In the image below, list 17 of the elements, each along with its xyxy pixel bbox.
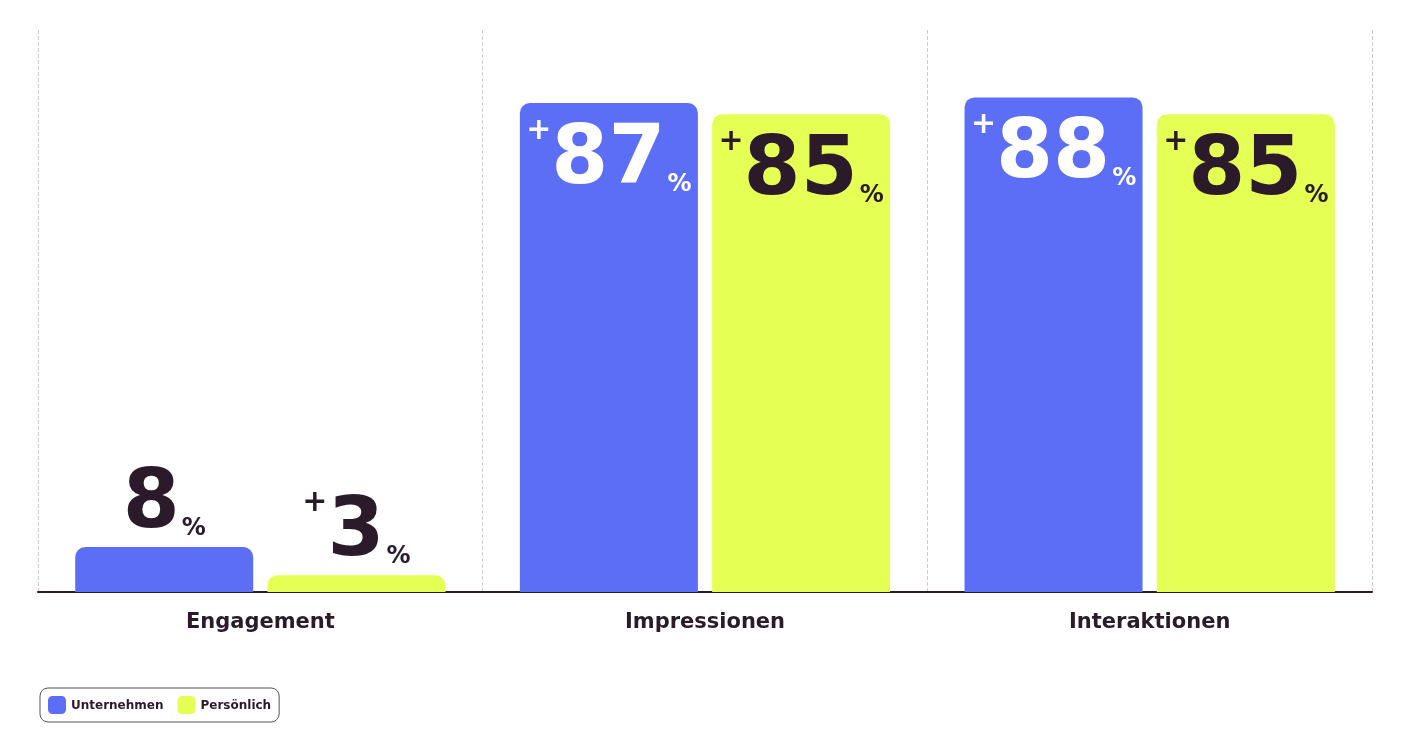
legend-label: Persönlich [200,698,272,712]
bar [519,103,698,592]
x-tick-label: Impressionen [624,608,786,633]
legend-label: Unternehmen [71,698,164,712]
bar [964,97,1143,592]
data-label: +85% [1163,117,1329,213]
data-label: +88% [970,100,1137,196]
data-label: +85% [718,117,884,213]
data-label: +3% [302,478,411,574]
data-label: +87% [526,106,692,202]
data-label: 8% [122,450,206,546]
bar [267,575,446,592]
x-tick-label: Interaktionen [1068,608,1231,633]
x-tick-label: Engagement [185,608,335,633]
bar [712,114,891,592]
bar [75,547,254,592]
bar [1156,114,1335,592]
